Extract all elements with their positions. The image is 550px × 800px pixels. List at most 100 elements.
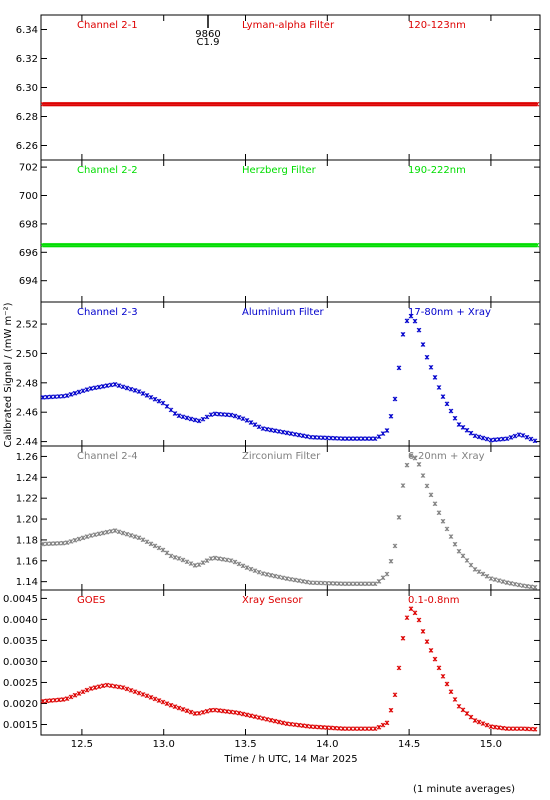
data-point <box>164 403 170 409</box>
data-point <box>84 387 90 392</box>
data-point <box>84 687 90 693</box>
y-tick-label: 6.32 <box>16 54 38 65</box>
data-point <box>528 436 534 442</box>
data-point <box>224 557 230 563</box>
data-point <box>52 394 58 400</box>
footnote: (1 minute averages) <box>413 784 515 795</box>
data-point <box>196 562 202 568</box>
band-label: 190-222nm <box>408 165 466 176</box>
data-point <box>444 401 450 407</box>
data-point <box>304 434 310 439</box>
data-point <box>472 567 478 572</box>
data-point <box>244 565 250 570</box>
filter-label: Aluminium Filter <box>242 307 325 318</box>
data-point <box>132 388 138 393</box>
data-point <box>524 583 530 589</box>
data-point <box>508 581 514 586</box>
data-point <box>92 532 98 538</box>
series-4 <box>40 453 538 590</box>
data-point <box>476 434 482 440</box>
y-tick-label: 0.0025 <box>3 678 38 689</box>
data-point <box>512 581 518 587</box>
data-point <box>40 698 46 704</box>
y-tick-label: 1.18 <box>16 535 38 546</box>
data-point <box>400 635 406 641</box>
data-point <box>52 541 58 546</box>
data-point <box>480 435 486 441</box>
data-point <box>296 578 302 584</box>
data-point <box>352 436 358 442</box>
data-point <box>344 581 350 587</box>
data-point <box>528 584 534 590</box>
data-point <box>60 393 66 399</box>
data-point <box>144 393 150 398</box>
data-point <box>336 581 342 586</box>
data-point <box>284 576 290 581</box>
data-point <box>76 389 82 395</box>
data-point <box>108 528 114 534</box>
data-point <box>392 543 398 549</box>
data-point <box>240 416 246 422</box>
data-point <box>68 392 74 397</box>
data-point <box>184 415 190 421</box>
data-point <box>256 569 262 575</box>
data-point <box>164 550 170 556</box>
data-point <box>492 437 498 443</box>
data-point <box>264 572 270 577</box>
data-point <box>124 686 130 692</box>
data-point <box>200 416 206 422</box>
y-tick-label: 0.0045 <box>3 594 38 605</box>
data-point <box>356 726 362 732</box>
x-tick-label: 14.5 <box>398 739 420 750</box>
y-tick-label: 2.50 <box>16 349 38 360</box>
data-point <box>360 581 366 587</box>
data-point <box>156 545 162 551</box>
data-point <box>176 413 182 419</box>
data-point <box>148 694 154 700</box>
data-point <box>52 697 58 703</box>
data-point <box>436 385 442 390</box>
data-point <box>416 617 422 623</box>
data-point <box>436 510 442 516</box>
data-point <box>416 327 422 333</box>
y-tick-label: 696 <box>19 248 38 259</box>
data-point <box>216 556 222 561</box>
data-point <box>104 682 110 688</box>
data-point <box>124 385 130 391</box>
panel-3: 2.44 2.46 2.48 2.50 2.52 Channel 2-3 Aluminium… <box>16 301 541 448</box>
data-point <box>468 562 474 568</box>
data-point <box>384 571 390 577</box>
data-point <box>248 713 254 719</box>
data-point <box>120 530 126 536</box>
y-tick-label: 2.52 <box>16 320 38 331</box>
data-point <box>260 571 266 576</box>
data-point <box>464 427 470 433</box>
data-point <box>56 697 62 703</box>
y-tick-label: 0.0015 <box>3 720 38 731</box>
channel-label: Channel 2-1 <box>77 20 138 31</box>
data-point <box>534 101 540 107</box>
data-point <box>468 714 474 720</box>
data-point <box>68 539 74 544</box>
data-point <box>496 578 502 583</box>
data-point <box>204 414 210 420</box>
data-point <box>344 436 350 442</box>
data-point <box>112 528 118 533</box>
data-point <box>100 683 106 689</box>
data-point <box>244 418 250 423</box>
data-point <box>252 568 258 574</box>
data-point <box>368 726 374 732</box>
data-point <box>284 430 290 436</box>
data-point <box>416 461 422 467</box>
y-tick-label: 1.26 <box>16 452 38 463</box>
channel-label: GOES <box>77 595 105 606</box>
data-point <box>156 698 162 703</box>
data-point <box>260 426 266 431</box>
x-tick-label: 14.0 <box>316 739 338 750</box>
data-point <box>220 556 226 562</box>
y-tick-label: 6.28 <box>16 112 38 123</box>
data-point <box>360 436 366 442</box>
data-point <box>76 691 82 696</box>
data-point <box>292 577 298 583</box>
data-point <box>244 712 250 718</box>
